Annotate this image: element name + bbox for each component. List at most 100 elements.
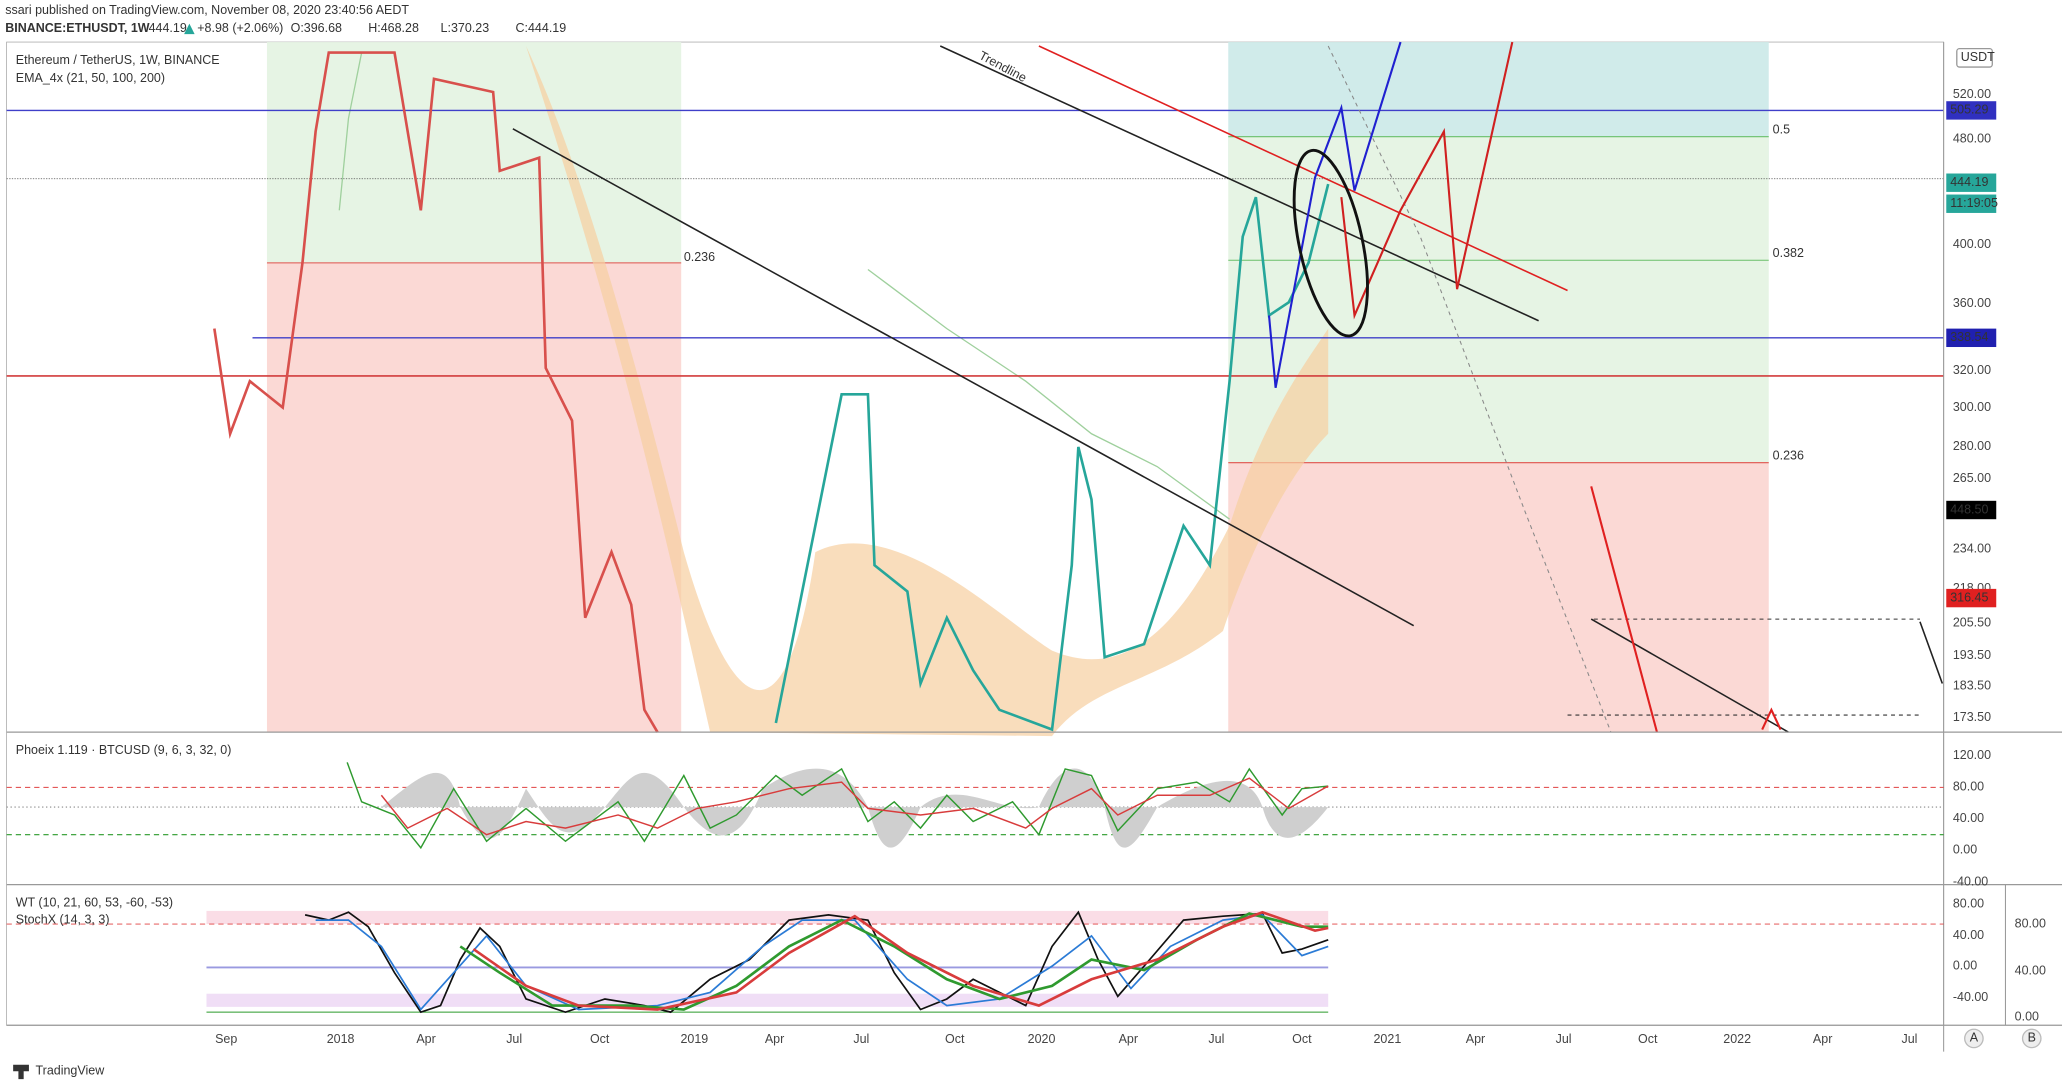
price-label: 400.00 bbox=[1953, 237, 1991, 251]
ohlc: C:444.19 bbox=[516, 21, 567, 35]
fib-label: 0.382 bbox=[1773, 246, 1804, 260]
price-label: 300.00 bbox=[1953, 400, 1991, 414]
indicator: EMA_4x (21, 50, 100, 200) bbox=[16, 71, 165, 85]
publisher: ssari published on TradingView.com, Nove… bbox=[5, 3, 409, 17]
change: +8.98 (+2.06%) bbox=[197, 21, 283, 35]
projection bbox=[1340, 41, 1514, 320]
projection bbox=[1267, 41, 1402, 388]
wave-line bbox=[472, 910, 1329, 1011]
time-label: Oct bbox=[1638, 1032, 1658, 1046]
price-badge-label: 505.29 bbox=[1950, 103, 1988, 117]
time-label: Jul bbox=[1901, 1032, 1917, 1046]
fib-zone bbox=[1228, 462, 1769, 733]
time-label: 2018 bbox=[327, 1032, 355, 1046]
price-badge bbox=[1946, 588, 1997, 608]
price-badge bbox=[1946, 194, 1997, 213]
price-badge-label: 448.50 bbox=[1950, 502, 1988, 516]
brand: TradingView bbox=[36, 1064, 106, 1078]
price-label: 265.00 bbox=[1953, 471, 1991, 485]
pane3-axis: 0.00 bbox=[1953, 958, 1977, 972]
time-label: Apr bbox=[765, 1032, 784, 1046]
time-label: Oct bbox=[945, 1032, 965, 1046]
time-label: 2019 bbox=[680, 1032, 708, 1046]
projection bbox=[1590, 486, 1658, 733]
fib-label: 0.236 bbox=[1773, 448, 1804, 462]
time-label: Sep bbox=[215, 1032, 237, 1046]
price-badge-label: 11:19:05 bbox=[1950, 196, 1998, 210]
trendline bbox=[1919, 621, 1944, 684]
ohlc: L:370.23 bbox=[441, 21, 490, 35]
curve bbox=[1327, 45, 1612, 733]
trendline bbox=[939, 45, 1539, 322]
symbol: BINANCE:ETHUSDT, 1W bbox=[5, 21, 150, 35]
pane-title: WT (10, 21, 60, 53, -60, -53) bbox=[16, 895, 173, 909]
price-badge-label: 338.54 bbox=[1950, 330, 1988, 344]
price-label: 320.00 bbox=[1953, 363, 1991, 377]
projection bbox=[1761, 707, 1782, 730]
chart-title: Ethereum / TetherUS, 1W, BINANCE bbox=[16, 53, 220, 67]
trendline bbox=[1590, 618, 1789, 733]
time-label: 2020 bbox=[1028, 1032, 1056, 1046]
zone bbox=[206, 993, 1329, 1007]
trendline bbox=[512, 128, 1415, 627]
price-badge-label: 316.45 bbox=[1950, 590, 1988, 604]
currency-box bbox=[1956, 47, 1993, 68]
price-badge bbox=[1946, 173, 1997, 192]
trendline bbox=[1038, 45, 1568, 292]
pane2-axis: 80.00 bbox=[1953, 780, 1984, 794]
time-label: Apr bbox=[1466, 1032, 1485, 1046]
zone bbox=[206, 910, 1329, 925]
price: 444.19 bbox=[149, 21, 187, 35]
ema-band bbox=[526, 46, 1329, 737]
button-bg bbox=[2021, 1028, 2042, 1049]
time-label: Oct bbox=[590, 1032, 610, 1046]
pane2-axis: 120.00 bbox=[1953, 748, 1991, 762]
price-badge bbox=[1946, 328, 1997, 348]
price-label: 173.50 bbox=[1953, 710, 1991, 724]
price-label: 183.50 bbox=[1953, 678, 1991, 692]
time-label: Apr bbox=[1813, 1032, 1832, 1046]
time-label: Oct bbox=[1292, 1032, 1312, 1046]
oscillator-line bbox=[380, 777, 1329, 836]
pane-title: StochX (14, 3, 3) bbox=[16, 912, 110, 926]
up-arrow bbox=[184, 23, 195, 35]
pane3-axis: -40.00 bbox=[1953, 990, 1988, 1004]
price-label: 280.00 bbox=[1953, 439, 1991, 453]
button-label[interactable]: B bbox=[2028, 1031, 2036, 1045]
pane2-axis: -40.00 bbox=[1953, 874, 1988, 888]
time-label: Jul bbox=[853, 1032, 869, 1046]
pane3-axis: 80.00 bbox=[2015, 916, 2046, 930]
price-label: 520.00 bbox=[1953, 87, 1991, 101]
time-label: 2021 bbox=[1373, 1032, 1401, 1046]
price-badge-label: 444.19 bbox=[1950, 175, 1988, 189]
fib-label: 0.5 bbox=[1773, 122, 1790, 136]
pane2-axis: 40.00 bbox=[1953, 811, 1984, 825]
price-badge bbox=[1946, 101, 1997, 120]
price-badge bbox=[1946, 500, 1997, 520]
ema-line bbox=[338, 52, 363, 211]
fib-zone bbox=[266, 262, 682, 733]
time-label: Jul bbox=[506, 1032, 522, 1046]
price-label: 193.50 bbox=[1953, 648, 1991, 662]
pane2-axis: 0.00 bbox=[1953, 843, 1977, 857]
time-label: Apr bbox=[1119, 1032, 1138, 1046]
logo bbox=[13, 1064, 29, 1080]
price-path bbox=[774, 183, 1330, 732]
time-label: Jul bbox=[1208, 1032, 1224, 1046]
pane-title: Phoeix 1.119 · BTCUSD (9, 6, 3, 32, 0) bbox=[16, 743, 232, 757]
button-label[interactable]: A bbox=[1970, 1031, 1979, 1045]
price-label: 480.00 bbox=[1953, 132, 1991, 146]
currency: USDT bbox=[1961, 50, 1995, 64]
price-label: 234.00 bbox=[1953, 542, 1991, 556]
wave-line bbox=[315, 913, 1329, 1011]
wave-line bbox=[304, 910, 1329, 1014]
price-label: 205.50 bbox=[1953, 615, 1991, 629]
time-label: Jul bbox=[1556, 1032, 1572, 1046]
button-bg bbox=[1964, 1028, 1984, 1049]
pane3-axis: 40.00 bbox=[1953, 928, 1984, 942]
ohlc: H:468.28 bbox=[368, 21, 419, 35]
pane3-axis: 40.00 bbox=[2015, 964, 2046, 978]
fib-label: 0.236 bbox=[684, 250, 715, 264]
